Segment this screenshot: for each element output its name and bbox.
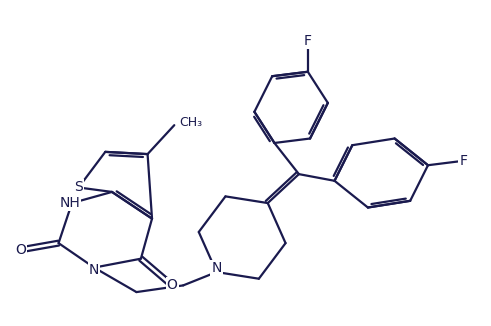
Text: NH: NH — [59, 196, 80, 210]
Text: CH₃: CH₃ — [180, 116, 203, 129]
Text: O: O — [166, 278, 177, 292]
Text: N: N — [89, 263, 99, 277]
Text: N: N — [212, 261, 222, 275]
Text: F: F — [304, 34, 312, 48]
Text: S: S — [74, 181, 83, 195]
Text: F: F — [460, 154, 467, 168]
Text: O: O — [15, 243, 26, 257]
